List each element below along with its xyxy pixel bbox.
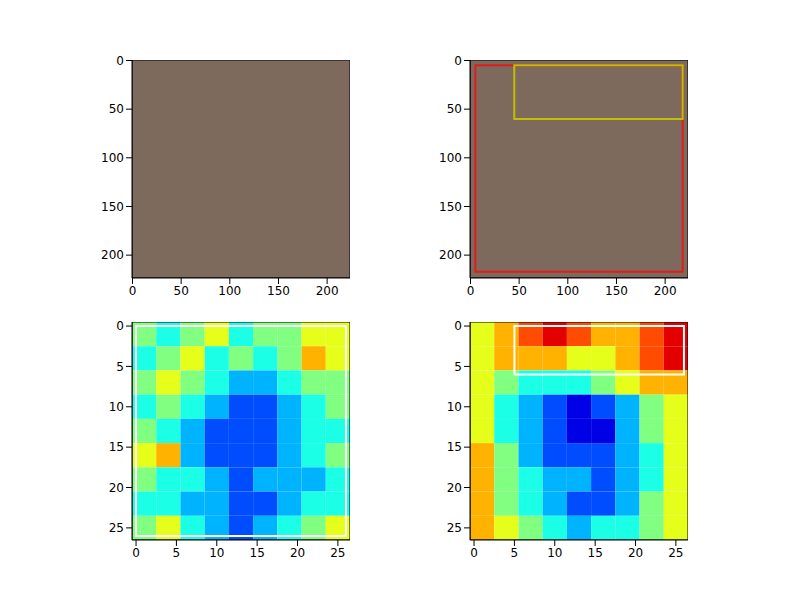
svg-text:5: 5 <box>116 360 124 374</box>
svg-text:100: 100 <box>556 284 579 298</box>
svg-text:50: 50 <box>109 102 124 116</box>
svg-text:5: 5 <box>454 360 462 374</box>
svg-text:0: 0 <box>116 319 124 333</box>
svg-text:50: 50 <box>174 284 189 298</box>
svg-text:15: 15 <box>109 440 124 454</box>
svg-text:0: 0 <box>454 319 462 333</box>
svg-text:100: 100 <box>101 151 124 165</box>
svg-text:0: 0 <box>470 546 478 560</box>
svg-text:10: 10 <box>109 400 124 414</box>
svg-text:50: 50 <box>512 284 527 298</box>
svg-text:150: 150 <box>605 284 628 298</box>
svg-text:5: 5 <box>173 546 181 560</box>
svg-text:200: 200 <box>316 284 339 298</box>
svg-text:0: 0 <box>467 284 475 298</box>
svg-text:20: 20 <box>447 481 462 495</box>
svg-text:0: 0 <box>454 54 462 68</box>
svg-text:10: 10 <box>209 546 224 560</box>
svg-text:200: 200 <box>439 248 462 262</box>
svg-text:20: 20 <box>628 546 643 560</box>
svg-text:25: 25 <box>109 521 124 535</box>
svg-text:10: 10 <box>547 546 562 560</box>
svg-text:200: 200 <box>101 248 124 262</box>
svg-text:0: 0 <box>132 546 140 560</box>
svg-text:0: 0 <box>116 54 124 68</box>
svg-text:200: 200 <box>654 284 677 298</box>
svg-text:20: 20 <box>109 481 124 495</box>
svg-text:100: 100 <box>218 284 241 298</box>
svg-text:25: 25 <box>330 546 345 560</box>
svg-text:150: 150 <box>267 284 290 298</box>
svg-text:25: 25 <box>447 521 462 535</box>
svg-text:50: 50 <box>447 102 462 116</box>
svg-text:100: 100 <box>439 151 462 165</box>
svg-text:5: 5 <box>511 546 519 560</box>
svg-text:15: 15 <box>447 440 462 454</box>
svg-text:20: 20 <box>290 546 305 560</box>
svg-text:15: 15 <box>588 546 603 560</box>
svg-text:25: 25 <box>668 546 683 560</box>
svg-text:15: 15 <box>250 546 265 560</box>
svg-text:150: 150 <box>439 200 462 214</box>
svg-text:10: 10 <box>447 400 462 414</box>
svg-text:0: 0 <box>129 284 137 298</box>
svg-text:150: 150 <box>101 200 124 214</box>
